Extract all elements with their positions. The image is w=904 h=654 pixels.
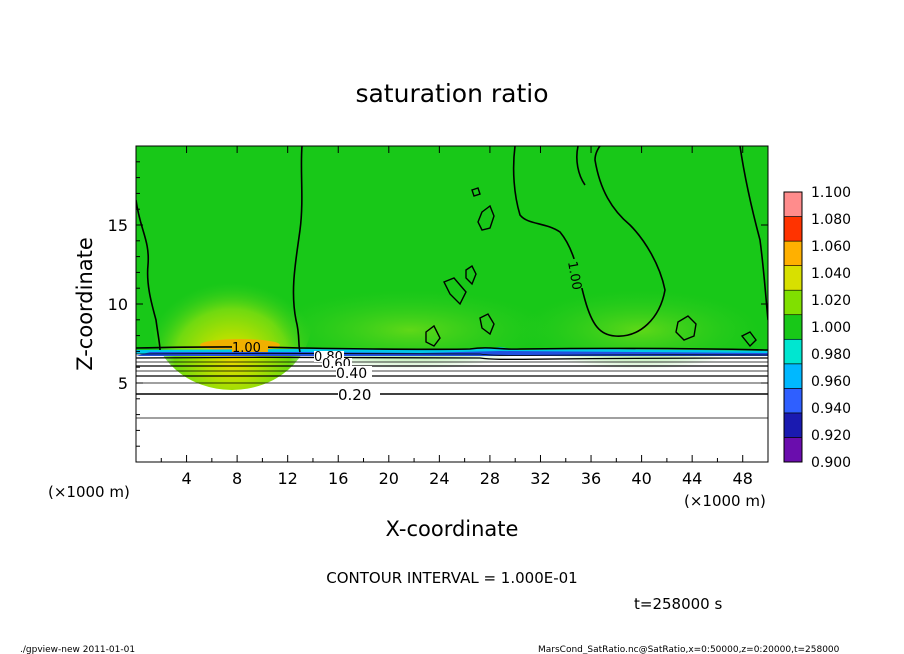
time-label: t=258000 s (634, 595, 722, 613)
contour-1.00-b (292, 146, 303, 353)
colorbar: 0.900 0.920 0.940 0.960 0.980 1.000 1.020 1.040… (783, 185, 851, 471)
colorbar-swatch (783, 437, 803, 463)
colorbar-swatch (783, 240, 803, 266)
y-tick-label: 10 (108, 295, 128, 314)
x-axis: 4 8 12 16 20 24 28 32 36 40 44 48 (160, 146, 769, 488)
colorbar-label: 0.980 (811, 347, 851, 363)
colorbar-swatch (783, 363, 803, 389)
colorbar-label: 1.020 (811, 293, 851, 309)
x-tick-label: 28 (480, 469, 500, 488)
contour-label: 1.00 (232, 341, 261, 356)
colorbar-label: 0.940 (811, 401, 851, 417)
colorbar-swatch (783, 216, 803, 242)
x-tick-label: 48 (733, 469, 753, 488)
x-tick-label: 16 (328, 469, 348, 488)
x-tick-label: 36 (581, 469, 601, 488)
contour-0.60 (136, 364, 768, 367)
colorbar-label: 0.900 (811, 455, 851, 471)
colorbar-swatch (783, 412, 803, 438)
plot-area: 1.00 1.00 0.80 0.60 0.40 0.20 (136, 146, 768, 462)
y-axis-label: Z-coordinate (73, 237, 97, 371)
chart-title: saturation ratio (355, 79, 548, 108)
x-tick-label: 4 (181, 469, 191, 488)
colorbar-swatch (783, 338, 803, 365)
footer-left: ./gpview-new 2011-01-01 (20, 645, 135, 654)
y-tick-label: 15 (108, 216, 128, 235)
colorbar-label: 0.960 (811, 374, 851, 390)
colorbar-label: 1.000 (811, 320, 851, 336)
x-tick-label: 32 (530, 469, 550, 488)
colorbar-frame (783, 191, 803, 463)
contour-label: 0.40 (336, 366, 367, 382)
x-axis-label: X-coordinate (386, 517, 519, 541)
y-tick-label: 5 (118, 374, 128, 393)
x-unit-right: (×1000 m) (684, 492, 766, 510)
contour-interval: CONTOUR INTERVAL = 1.000E-01 (326, 569, 577, 587)
colorbar-swatch (783, 265, 803, 291)
contour-1.00-c (512, 146, 666, 337)
colorbar-label: 1.060 (811, 239, 851, 255)
colorbar-label: 1.040 (811, 266, 851, 282)
contour-0.80 (136, 356, 768, 360)
x-tick-label: 8 (232, 469, 242, 488)
footer-right: MarsCond_SatRatio.nc@SatRatio,x=0:50000,… (538, 645, 840, 654)
colorbar-swatch (783, 191, 803, 217)
colorbar-label: 1.100 (811, 185, 851, 201)
contour-1.00-a (136, 199, 161, 351)
contour-1.00-cells (425, 187, 757, 348)
contour-label: 0.20 (338, 386, 371, 404)
contour-1.00-d (576, 146, 586, 186)
colorbar-swatch (783, 388, 803, 414)
x-unit-left: (×1000 m) (48, 483, 130, 501)
y-axis: 5 10 15 (108, 161, 768, 447)
contour-label: 1.00 (564, 260, 584, 291)
colorbar-label: 1.080 (811, 212, 851, 228)
contour-label-group: 1.00 (564, 257, 585, 291)
contour-0.40 (136, 374, 768, 377)
x-tick-label: 44 (682, 469, 702, 488)
x-tick-label: 20 (379, 469, 399, 488)
contour-1.00-e (739, 146, 768, 321)
colorbar-swatch (783, 289, 803, 316)
contour-0.20 (136, 392, 768, 395)
x-tick-label: 24 (429, 469, 449, 488)
colorbar-swatch (783, 314, 803, 340)
colorbar-label: 0.920 (811, 428, 851, 444)
x-tick-label: 40 (631, 469, 651, 488)
contour-0.90 (136, 352, 768, 356)
x-tick-label: 12 (278, 469, 298, 488)
